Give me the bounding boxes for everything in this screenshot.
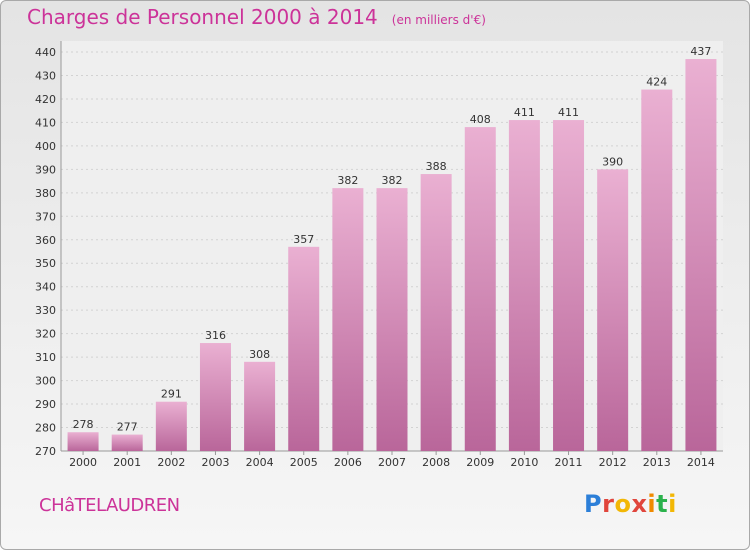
- y-tick-label: 370: [35, 210, 56, 223]
- bar: [685, 59, 717, 452]
- data-label: 408: [470, 113, 491, 126]
- bar: [244, 361, 276, 451]
- bar: [420, 174, 452, 451]
- bar: [288, 246, 320, 451]
- data-label: 411: [558, 106, 579, 119]
- y-tick-label: 420: [35, 93, 56, 106]
- data-label: 390: [602, 155, 623, 168]
- bar: [199, 343, 231, 451]
- y-tick-label: 270: [35, 445, 56, 458]
- y-tick-label: 430: [35, 69, 56, 82]
- data-label: 316: [205, 329, 226, 342]
- data-label: 382: [382, 174, 403, 187]
- bar: [553, 120, 585, 452]
- bar: [641, 89, 673, 451]
- data-label: 382: [337, 174, 358, 187]
- logo-letter: i: [647, 490, 657, 518]
- x-tick-label: 2014: [687, 456, 715, 469]
- bar: [597, 169, 629, 451]
- data-label: 411: [514, 106, 535, 119]
- data-label: 278: [73, 418, 94, 431]
- logo-letter: i: [668, 490, 677, 518]
- bar: [67, 432, 99, 451]
- x-tick-label: 2002: [157, 456, 185, 469]
- data-label: 291: [161, 388, 182, 401]
- x-tick-label: 2004: [246, 456, 274, 469]
- proxiti-logo: Proxiti: [584, 490, 677, 518]
- x-tick-label: 2011: [555, 456, 583, 469]
- data-label: 357: [293, 233, 314, 246]
- data-label: 437: [690, 45, 711, 58]
- x-tick-label: 2009: [466, 456, 494, 469]
- title-text: Charges de Personnel 2000 à 2014: [27, 5, 378, 29]
- y-tick-label: 300: [35, 375, 56, 388]
- y-tick-label: 360: [35, 234, 56, 247]
- data-label: 388: [426, 160, 447, 173]
- y-tick-label: 290: [35, 398, 56, 411]
- x-tick-label: 2005: [290, 456, 318, 469]
- chart-subtitle: (en milliers d'€): [391, 13, 486, 27]
- x-tick-label: 2007: [378, 456, 406, 469]
- bar: [464, 127, 496, 451]
- x-tick-label: 2012: [599, 456, 627, 469]
- y-tick-label: 350: [35, 257, 56, 270]
- x-tick-label: 2006: [334, 456, 362, 469]
- bar: [376, 188, 408, 452]
- x-tick-label: 2010: [510, 456, 538, 469]
- logo-letter: t: [656, 490, 669, 518]
- data-label: 308: [249, 348, 270, 361]
- chart-title: Charges de Personnel 2000 à 2014 (en mill…: [27, 5, 486, 29]
- y-tick-label: 400: [35, 140, 56, 153]
- bar: [332, 188, 364, 452]
- logo-letter: x: [631, 490, 648, 518]
- y-tick-label: 280: [35, 422, 56, 435]
- bar: [508, 120, 540, 452]
- y-tick-label: 320: [35, 328, 56, 341]
- x-tick-label: 2000: [69, 456, 97, 469]
- logo-letter: r: [602, 490, 615, 518]
- data-label: 424: [646, 76, 667, 89]
- bar: [155, 401, 187, 451]
- x-tick-label: 2008: [422, 456, 450, 469]
- y-tick-label: 380: [35, 187, 56, 200]
- y-tick-label: 340: [35, 281, 56, 294]
- logo-letter: P: [584, 490, 603, 518]
- city-name: CHâTELAUDREN: [39, 495, 180, 516]
- y-tick-label: 390: [35, 163, 56, 176]
- logo-letter: o: [614, 490, 632, 518]
- x-tick-label: 2003: [201, 456, 229, 469]
- x-tick-label: 2013: [643, 456, 671, 469]
- bar: [111, 434, 143, 451]
- data-label: 277: [117, 421, 138, 434]
- y-tick-label: 440: [35, 46, 56, 59]
- x-tick-label: 2001: [113, 456, 141, 469]
- y-tick-label: 310: [35, 351, 56, 364]
- y-tick-label: 410: [35, 116, 56, 129]
- y-tick-label: 330: [35, 304, 56, 317]
